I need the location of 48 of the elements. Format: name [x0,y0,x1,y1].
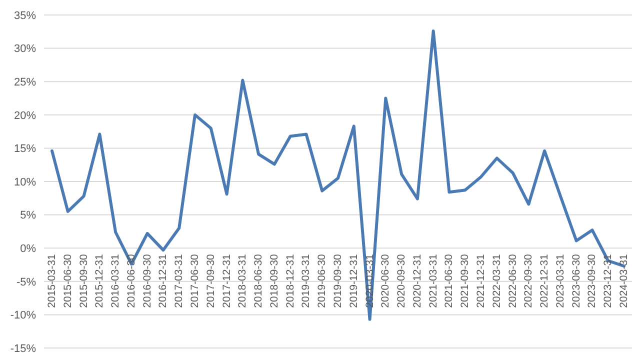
x-tick-label: 2018-09-30 [268,254,280,308]
x-tick-label: 2017-09-30 [204,254,217,308]
x-tick-label: 2018-06-30 [252,254,265,308]
x-tick-label: 2015-12-31 [94,254,106,308]
y-tick-label: 15% [14,143,36,156]
x-tick-label: 2021-09-30 [459,254,472,308]
y-tick-label: -15% [10,342,36,355]
x-tick-label: 2021-03-31 [427,254,440,308]
y-tick-label: 30% [14,43,36,56]
y-tick-label: 10% [14,176,36,188]
y-tick-label: -5% [16,276,36,288]
x-tick-label: 2023-06-30 [570,254,582,308]
y-tick-label: 20% [14,110,36,122]
y-tick-label: 25% [14,76,36,89]
x-tick-label: 2021-06-30 [443,254,456,308]
x-tick-label: 2020-03-31 [364,254,376,308]
x-tick-label: 2023-09-30 [586,254,598,308]
x-tick-label: 2018-03-31 [236,254,249,308]
x-tick-label: 2017-03-31 [173,254,186,308]
y-tick-label: 0% [20,243,36,256]
x-tick-label: 2020-06-30 [380,254,392,308]
x-tick-label: 2017-12-31 [220,254,233,308]
x-tick-label: 2018-12-31 [284,254,296,308]
x-tick-label: 2023-03-31 [554,254,566,308]
x-tick-label: 2022-09-30 [522,254,535,308]
x-tick-label: 2021-12-31 [475,254,487,308]
x-tick-label: 2016-06-30 [125,254,138,308]
x-tick-label: 2019-12-31 [348,254,360,308]
x-tick-label: 2020-09-30 [396,254,408,308]
x-tick-label: 2016-03-31 [110,254,122,308]
x-tick-label: 2022-06-30 [506,254,519,308]
x-tick-label: 2015-03-31 [46,254,58,308]
x-tick-label: 2022-03-31 [490,254,503,308]
x-tick-label: 2024-03-31 [618,254,630,308]
x-tick-label: 2016-12-31 [157,254,170,308]
x-tick-label: 2019-03-31 [300,254,312,308]
y-tick-label: -10% [10,310,36,322]
x-tick-label: 2019-06-30 [316,254,328,308]
x-tick-label: 2015-09-30 [78,254,90,308]
y-tick-label: 5% [20,210,36,222]
x-tick-label: 2017-06-30 [189,254,201,308]
x-tick-label: 2019-09-30 [332,254,344,308]
x-tick-label: 2022-12-31 [538,254,551,308]
x-tick-label: 2015-06-30 [62,254,74,308]
y-tick-label: 35% [14,10,36,22]
x-tick-label: 2020-12-31 [411,254,424,308]
x-tick-label: 2023-12-31 [602,254,614,308]
x-tick-label: 2016-09-30 [141,254,154,308]
